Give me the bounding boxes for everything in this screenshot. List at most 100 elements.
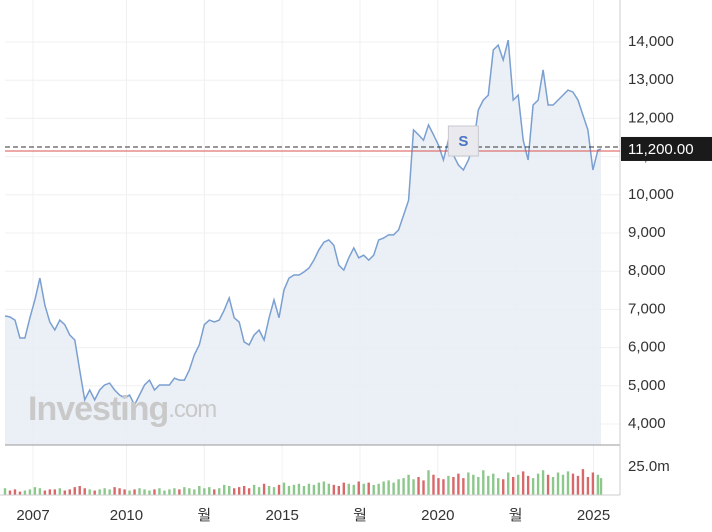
volume-bar [422, 480, 425, 495]
volume-bar [541, 470, 545, 495]
volume-bar [312, 484, 316, 495]
volume-bar [347, 483, 350, 495]
last-price-label: 11,200.00 [628, 141, 694, 158]
last-price-box [621, 136, 712, 161]
volume-bar [173, 488, 176, 495]
volume-bar [457, 473, 460, 495]
volume-bar [218, 488, 221, 495]
volume-bar [168, 489, 171, 495]
x-tick-label: 2007 [16, 507, 49, 524]
volume-bar [262, 483, 266, 495]
volume-bar [223, 484, 226, 495]
volume-bar [257, 487, 261, 495]
volume-bar [357, 481, 360, 495]
volume-bar [213, 489, 216, 495]
volume-bar [113, 487, 116, 495]
volume-bar [546, 474, 550, 495]
volume-bar [108, 489, 111, 495]
volume-bar [48, 489, 52, 495]
volume-bar [198, 486, 201, 495]
volume-bar [23, 490, 27, 495]
volume-bar [521, 471, 525, 495]
price-area [5, 40, 602, 445]
y-tick-label: 10,000 [628, 186, 674, 203]
watermark: Investing.com [28, 390, 216, 428]
volume-bar [516, 474, 520, 495]
volume-bar [322, 481, 326, 495]
volume-bar [158, 488, 161, 495]
volume-bar [302, 486, 306, 495]
volume-bar [387, 480, 390, 495]
y2-tick-label: 25.0m [628, 458, 670, 475]
volume-bar [43, 490, 47, 495]
volume-bar [452, 477, 455, 495]
volume-bar [228, 486, 231, 495]
volume-bar [581, 469, 585, 495]
volume-bar [203, 488, 206, 495]
volume-bar [487, 475, 490, 495]
volume-bar [377, 483, 380, 495]
x-tick-label: 2025 [577, 507, 610, 524]
volume-bar [178, 489, 181, 495]
volume-bar [153, 489, 156, 495]
volume-bar [83, 488, 86, 495]
volume-bar [143, 489, 146, 495]
volume-bar [467, 472, 470, 495]
volume-bar [462, 478, 465, 495]
signal-marker [447, 125, 479, 157]
x-tick-label: 월 [509, 507, 523, 524]
volume-bar [482, 470, 485, 495]
volume-bar [372, 484, 375, 495]
volume-bar [342, 482, 345, 495]
volume-bar [287, 486, 291, 495]
watermark-brand: Investing [28, 390, 168, 428]
volume-bar [352, 484, 355, 495]
volume-bar [133, 489, 136, 495]
volume-bar [417, 477, 420, 495]
volume-bar [267, 486, 271, 495]
volume-bar [566, 471, 570, 495]
volume-bar [337, 486, 341, 495]
volume-bar [297, 483, 301, 495]
volume-bar [591, 472, 595, 495]
volume-bar [407, 474, 410, 495]
volume-bar [599, 478, 603, 495]
volume-bar [237, 487, 241, 495]
volume-bar [586, 477, 590, 495]
volume-bar [561, 474, 565, 495]
signal-marker-label: S [458, 133, 468, 150]
volume-bar [33, 487, 37, 495]
price-line [4, 39, 602, 407]
x-tick-label: 2010 [110, 507, 143, 524]
x-tick-label: 월 [197, 507, 211, 524]
volume-bar [88, 489, 91, 495]
volume-bar [502, 479, 505, 495]
volume-bar [193, 489, 196, 495]
y-tick-label: 7,000 [628, 300, 666, 317]
volume-bar [148, 490, 151, 495]
volume-bar [412, 479, 415, 495]
x-tick-label: 월 [353, 507, 367, 524]
volume-bar [392, 482, 395, 495]
volume-bar [252, 484, 256, 495]
volume-bar [38, 488, 42, 495]
volume-bar [3, 488, 7, 495]
volume-bar [397, 479, 400, 495]
volume-bar [447, 475, 450, 495]
volume-bar [497, 478, 500, 495]
volume-bar [93, 490, 96, 495]
volume-bar [477, 477, 480, 495]
volume-bar [68, 489, 71, 495]
volume-bar [472, 474, 475, 495]
watermark-suffix: .com [168, 396, 216, 423]
volume-bar [596, 474, 600, 495]
plot [0, 0, 621, 496]
volume-bar [188, 488, 191, 495]
volume-bar [98, 489, 101, 495]
volume-bar [208, 487, 211, 495]
volume-bar [292, 484, 296, 495]
volume-bar [78, 486, 81, 495]
volume-bar [242, 486, 246, 495]
volume-bar [138, 488, 141, 495]
